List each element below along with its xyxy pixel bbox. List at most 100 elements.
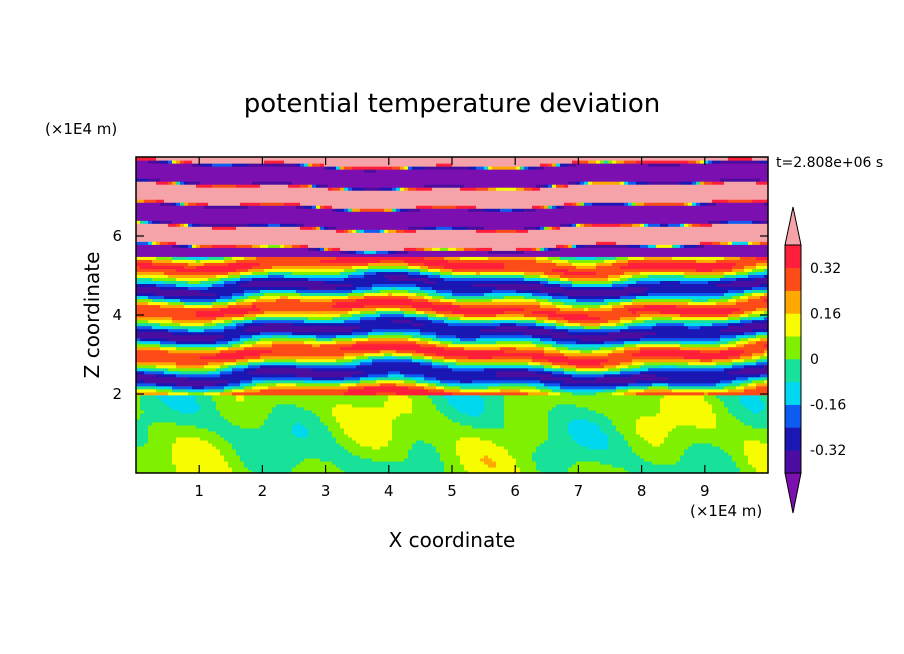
- heatmap-cell: [336, 430, 341, 435]
- heatmap-cell: [288, 460, 293, 465]
- heatmap-cell: [632, 451, 637, 456]
- heatmap-cell: [544, 430, 549, 435]
- heatmap-cell: [140, 436, 145, 441]
- heatmap-cell: [612, 466, 617, 471]
- heatmap-cell: [700, 466, 705, 471]
- heatmap-cell: [432, 466, 437, 471]
- heatmap-cell: [684, 469, 689, 473]
- heatmap-cell: [728, 445, 733, 450]
- heatmap-cell: [468, 457, 473, 462]
- heatmap-cell: [576, 427, 581, 432]
- heatmap-cell: [748, 439, 753, 444]
- heatmap-cell: [616, 451, 621, 456]
- heatmap-cell: [236, 436, 241, 441]
- heatmap-cell: [728, 451, 733, 456]
- heatmap-cell: [416, 466, 421, 471]
- heatmap-cell: [180, 430, 185, 435]
- heatmap-cell: [672, 451, 677, 456]
- heatmap-cell: [368, 460, 373, 465]
- heatmap-cell: [604, 463, 609, 468]
- heatmap-cell: [400, 427, 405, 432]
- heatmap-cell: [504, 427, 509, 432]
- heatmap-cell: [764, 454, 768, 459]
- heatmap-cell: [276, 439, 281, 444]
- heatmap-cell: [732, 469, 737, 473]
- heatmap-cell: [664, 448, 669, 453]
- heatmap-cell: [468, 460, 473, 465]
- heatmap-cell: [152, 439, 157, 444]
- heatmap-cell: [276, 445, 281, 450]
- heatmap-cell: [428, 469, 433, 473]
- heatmap-cell: [728, 466, 733, 471]
- heatmap-cell: [356, 448, 361, 453]
- heatmap-cell: [596, 457, 601, 462]
- heatmap-cell: [440, 427, 445, 432]
- heatmap-cell: [612, 451, 617, 456]
- heatmap-cell: [648, 454, 653, 459]
- heatmap-cell: [684, 448, 689, 453]
- heatmap-cell: [296, 430, 301, 435]
- heatmap-cell: [728, 442, 733, 447]
- heatmap-cell: [244, 448, 249, 453]
- heatmap-cell: [188, 442, 193, 447]
- heatmap-cell: [236, 454, 241, 459]
- heatmap-cell: [172, 448, 177, 453]
- heatmap-cell: [276, 466, 281, 471]
- heatmap-cell: [528, 460, 533, 465]
- heatmap-cell: [284, 454, 289, 459]
- heatmap-cell: [632, 448, 637, 453]
- heatmap-cell: [716, 436, 721, 441]
- heatmap-cell: [296, 457, 301, 462]
- heatmap-cell: [564, 457, 569, 462]
- heatmap-cell: [712, 436, 717, 441]
- heatmap-cell: [372, 430, 377, 435]
- heatmap-cell: [708, 457, 713, 462]
- heatmap-cell: [632, 433, 637, 438]
- heatmap-cell: [384, 448, 389, 453]
- heatmap-cell: [624, 448, 629, 453]
- heatmap-cell: [348, 463, 353, 468]
- heatmap-cell: [548, 463, 553, 468]
- heatmap-cell: [716, 469, 721, 473]
- heatmap-cell: [540, 463, 545, 468]
- heatmap-cell: [392, 463, 397, 468]
- heatmap-cell: [240, 466, 245, 471]
- heatmap-cell: [460, 433, 465, 438]
- heatmap-cell: [536, 451, 541, 456]
- heatmap-cell: [596, 445, 601, 450]
- heatmap-cell: [612, 448, 617, 453]
- heatmap-cell: [476, 460, 481, 465]
- heatmap-cell: [304, 448, 309, 453]
- heatmap-cell: [176, 466, 181, 471]
- heatmap-cell: [640, 442, 645, 447]
- heatmap-cell: [148, 460, 153, 465]
- heatmap-cell: [568, 451, 573, 456]
- heatmap-cell: [764, 439, 768, 444]
- heatmap-cell: [668, 436, 673, 441]
- heatmap-cell: [728, 457, 733, 462]
- heatmap-cell: [208, 469, 213, 473]
- heatmap-cell: [716, 460, 721, 465]
- heatmap-cell: [172, 463, 177, 468]
- heatmap-cell: [140, 460, 145, 465]
- heatmap-cell: [744, 469, 749, 473]
- heatmap-cell: [232, 454, 237, 459]
- heatmap-cell: [332, 454, 337, 459]
- heatmap-cell: [408, 448, 413, 453]
- heatmap-cell: [452, 454, 457, 459]
- heatmap-cell: [568, 427, 573, 432]
- heatmap-cell: [140, 469, 145, 473]
- heatmap-cell: [592, 427, 597, 432]
- heatmap-cell: [344, 439, 349, 444]
- heatmap-cell: [232, 427, 237, 432]
- heatmap-cell: [576, 436, 581, 441]
- heatmap-cell: [284, 436, 289, 441]
- heatmap-cell: [708, 454, 713, 459]
- heatmap-cell: [536, 448, 541, 453]
- heatmap-cell: [680, 430, 685, 435]
- heatmap-cell: [248, 457, 253, 462]
- heatmap-cell: [640, 457, 645, 462]
- heatmap-cell: [156, 457, 161, 462]
- heatmap-cell: [412, 448, 417, 453]
- heatmap-cell: [540, 445, 545, 450]
